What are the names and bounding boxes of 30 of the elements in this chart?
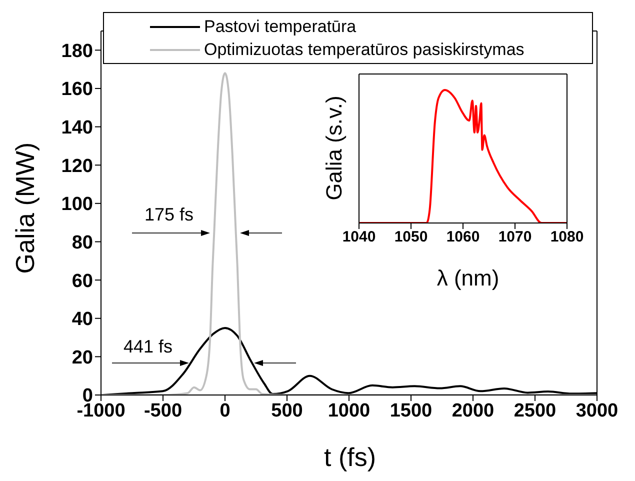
x-tick-label: 1040: [342, 228, 376, 246]
y-axis-title: Galia (MW): [10, 142, 41, 274]
x-tick-label: 1050: [394, 228, 428, 246]
x-tick-label: 500: [271, 400, 303, 422]
x-tick-label: 1070: [498, 228, 532, 246]
x-tick-label: 1500: [390, 400, 432, 422]
y-tick-label: 40: [72, 309, 93, 330]
annotation: 175 fs: [144, 204, 194, 226]
x-axis-title: λ (nm): [436, 265, 500, 291]
y-tick-label: 100: [61, 194, 93, 216]
x-tick-label: 2500: [514, 400, 556, 422]
y-tick-label: 180: [61, 40, 93, 62]
y-tick-label: 120: [61, 156, 93, 177]
y-tick-label: 140: [61, 118, 93, 139]
y-tick-label: 60: [72, 270, 93, 292]
x-tick-label: 1000: [328, 400, 370, 422]
x-tick-label: -500: [144, 400, 182, 422]
x-tick-label: 1080: [550, 228, 584, 246]
x-axis-title: t (fs): [324, 442, 376, 473]
y-tick-label: 80: [72, 232, 93, 254]
x-tick-label: 0: [220, 400, 230, 422]
y-tick-label: 160: [61, 79, 93, 100]
x-tick-label: 1060: [446, 228, 480, 246]
x-tick-label: 3000: [576, 400, 618, 422]
annotation: 441 fs: [123, 336, 173, 358]
y-axis-title: Galia (s.v.): [321, 96, 347, 200]
y-tick-label: 20: [72, 347, 93, 368]
x-tick-label: 2000: [452, 400, 494, 422]
legend-label: Optimizuotas temperatūros pasiskirstymas: [204, 40, 524, 60]
legend-label: Pastovi temperatūra: [204, 16, 356, 36]
